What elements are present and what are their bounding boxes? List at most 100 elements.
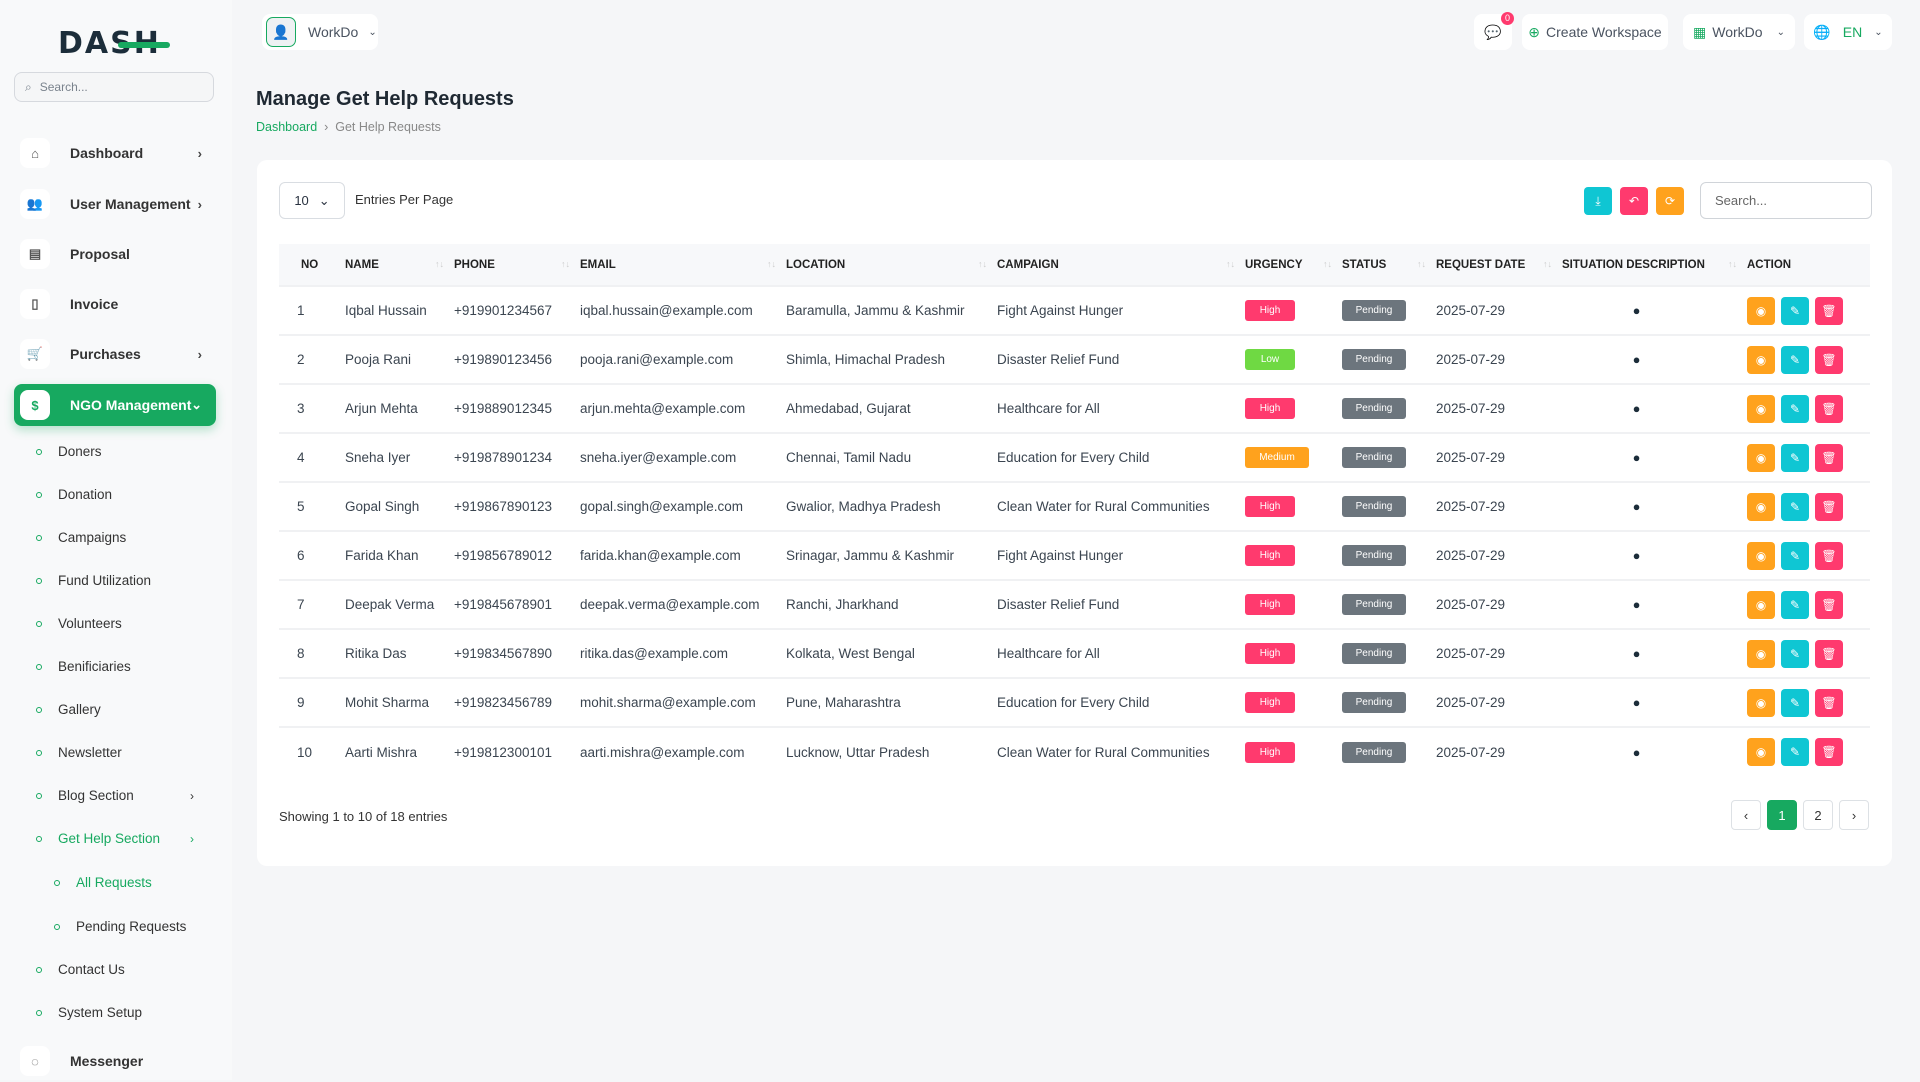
edit-button[interactable]: ✎	[1781, 394, 1809, 423]
pencil-icon: ✎	[1789, 597, 1801, 612]
delete-button[interactable]: 🗑	[1815, 394, 1843, 423]
sort-icon: ↑↓	[561, 258, 570, 269]
view-button[interactable]: ◉	[1747, 443, 1775, 472]
sidebar-subitem-volunteers[interactable]: Volunteers	[36, 616, 122, 631]
edit-button[interactable]: ✎	[1781, 492, 1809, 521]
view-button[interactable]: ◉	[1747, 639, 1775, 668]
sidebar-search[interactable]: ⌕ Search...	[14, 72, 214, 102]
urgency-badge: Low	[1245, 349, 1295, 370]
cell-campaign: Fight Against Hunger	[997, 285, 1245, 335]
view-button[interactable]: ◉	[1747, 688, 1775, 717]
comment-icon[interactable]: ●	[1632, 597, 1641, 612]
delete-button[interactable]: 🗑	[1815, 345, 1843, 374]
comment-icon[interactable]: ●	[1632, 744, 1641, 760]
cell-location: Shimla, Himachal Pradesh	[786, 334, 997, 384]
column-header-urgency[interactable]: URGENCY ↑↓	[1245, 244, 1342, 286]
sidebar-subitem-all-requests[interactable]: All Requests	[54, 875, 152, 890]
column-header-name[interactable]: NAME ↑↓	[345, 244, 454, 286]
eye-icon: ◉	[1755, 303, 1767, 318]
edit-button[interactable]: ✎	[1781, 639, 1809, 668]
comment-icon[interactable]: ●	[1632, 401, 1641, 416]
view-button[interactable]: ◉	[1747, 738, 1775, 766]
export-button[interactable]: ⤓	[1584, 187, 1612, 215]
edit-button[interactable]: ✎	[1781, 688, 1809, 717]
comment-icon[interactable]: ●	[1632, 646, 1641, 661]
view-button[interactable]: ◉	[1747, 492, 1775, 521]
comment-icon[interactable]: ●	[1632, 303, 1641, 318]
language-dropdown[interactable]: 🌐 EN ⌄	[1804, 14, 1892, 50]
sidebar-item-dashboard[interactable]: ⌂ Dashboard ›	[14, 132, 216, 174]
column-header-location[interactable]: LOCATION ↑↓	[786, 244, 997, 286]
delete-button[interactable]: 🗑	[1815, 590, 1843, 619]
sidebar-subitem-campaigns[interactable]: Campaigns	[36, 530, 126, 545]
chat-button[interactable]: 💬 0	[1474, 12, 1514, 50]
eye-icon: ◉	[1755, 499, 1767, 514]
cell-no: 9	[279, 677, 345, 727]
sidebar-subitem-benificiaries[interactable]: Benificiaries	[36, 659, 131, 674]
table-search-input[interactable]: Search...	[1700, 182, 1872, 219]
delete-button[interactable]: 🗑	[1815, 738, 1843, 766]
back-button[interactable]: ↶	[1620, 187, 1648, 215]
sidebar-item-ngo-management[interactable]: $ NGO Management ⌄	[14, 384, 216, 426]
delete-button[interactable]: 🗑	[1815, 492, 1843, 521]
logo[interactable]: DASH	[58, 26, 170, 61]
sidebar-subitem-contact-us[interactable]: Contact Us	[36, 962, 125, 977]
cell-email: aarti.mishra@example.com	[580, 726, 786, 776]
view-button[interactable]: ◉	[1747, 541, 1775, 570]
page-2-button[interactable]: 2	[1803, 800, 1833, 830]
edit-button[interactable]: ✎	[1781, 296, 1809, 325]
view-button[interactable]: ◉	[1747, 394, 1775, 423]
sidebar-subitem-get-help-section[interactable]: Get Help Section ›	[36, 831, 194, 846]
delete-button[interactable]: 🗑	[1815, 688, 1843, 717]
edit-button[interactable]: ✎	[1781, 541, 1809, 570]
comment-icon[interactable]: ●	[1632, 499, 1641, 514]
comment-icon[interactable]: ●	[1632, 450, 1641, 465]
create-workspace-button[interactable]: ⊕ Create Workspace	[1522, 14, 1668, 50]
sort-icon: ↑↓	[1543, 258, 1552, 269]
column-header-situation-description[interactable]: SITUATION DESCRIPTION ↑↓	[1562, 244, 1747, 286]
workdo-dropdown[interactable]: ▦ WorkDo ⌄	[1683, 14, 1795, 50]
delete-button[interactable]: 🗑	[1815, 296, 1843, 325]
page-1-button[interactable]: 1	[1767, 800, 1797, 830]
breadcrumb-dashboard[interactable]: Dashboard	[256, 120, 318, 134]
sidebar-item-user-management[interactable]: 👥 User Management ›	[14, 183, 216, 225]
view-button[interactable]: ◉	[1747, 590, 1775, 619]
delete-button[interactable]: 🗑	[1815, 443, 1843, 472]
workspace-dropdown[interactable]: 👤 WorkDo ⌄	[262, 14, 378, 50]
next-page-button[interactable]: ›	[1839, 800, 1869, 830]
edit-button[interactable]: ✎	[1781, 590, 1809, 619]
column-header-phone[interactable]: PHONE ↑↓	[454, 244, 580, 286]
sidebar-subitem-fund-utilization[interactable]: Fund Utilization	[36, 573, 151, 588]
sidebar-subitem-donation[interactable]: Donation	[36, 487, 112, 502]
view-button[interactable]: ◉	[1747, 345, 1775, 374]
column-header-campaign[interactable]: CAMPAIGN ↑↓	[997, 244, 1245, 286]
edit-button[interactable]: ✎	[1781, 345, 1809, 374]
refresh-button[interactable]: ⟳	[1656, 187, 1684, 215]
sidebar-item-invoice[interactable]: ▯ Invoice	[14, 283, 216, 325]
comment-icon[interactable]: ●	[1632, 548, 1641, 563]
delete-button[interactable]: 🗑	[1815, 639, 1843, 668]
prev-page-button[interactable]: ‹	[1731, 800, 1761, 830]
sidebar-subitem-gallery[interactable]: Gallery	[36, 702, 101, 717]
edit-button[interactable]: ✎	[1781, 738, 1809, 766]
sidebar-item-messenger[interactable]: ◌ Messenger	[14, 1040, 216, 1082]
column-header-status[interactable]: STATUS ↑↓	[1342, 244, 1436, 286]
sidebar-subitem-blog-section[interactable]: Blog Section ›	[36, 788, 194, 803]
edit-button[interactable]: ✎	[1781, 443, 1809, 472]
cell-phone: +919812300101	[454, 726, 580, 776]
sidebar-subitem-doners[interactable]: Doners	[36, 444, 102, 459]
sidebar-subitem-system-setup[interactable]: System Setup	[36, 1005, 142, 1020]
sidebar-subitem-pending-requests[interactable]: Pending Requests	[54, 919, 186, 934]
view-button[interactable]: ◉	[1747, 296, 1775, 325]
sidebar-item-purchases[interactable]: 🛒 Purchases ›	[14, 333, 216, 375]
column-header-request-date[interactable]: REQUEST DATE ↑↓	[1436, 244, 1562, 286]
avatar: 👤	[266, 17, 296, 47]
column-header-email[interactable]: EMAIL ↑↓	[580, 244, 786, 286]
sidebar-item-proposal[interactable]: ▤ Proposal	[14, 233, 216, 275]
comment-icon[interactable]: ●	[1632, 352, 1641, 367]
delete-button[interactable]: 🗑	[1815, 541, 1843, 570]
comment-icon[interactable]: ●	[1632, 695, 1641, 710]
sidebar-subitem-newsletter[interactable]: Newsletter	[36, 745, 122, 760]
entries-select[interactable]: 10 ⌄	[279, 182, 345, 219]
cell-action: ◉ ✎ 🗑	[1747, 432, 1870, 482]
